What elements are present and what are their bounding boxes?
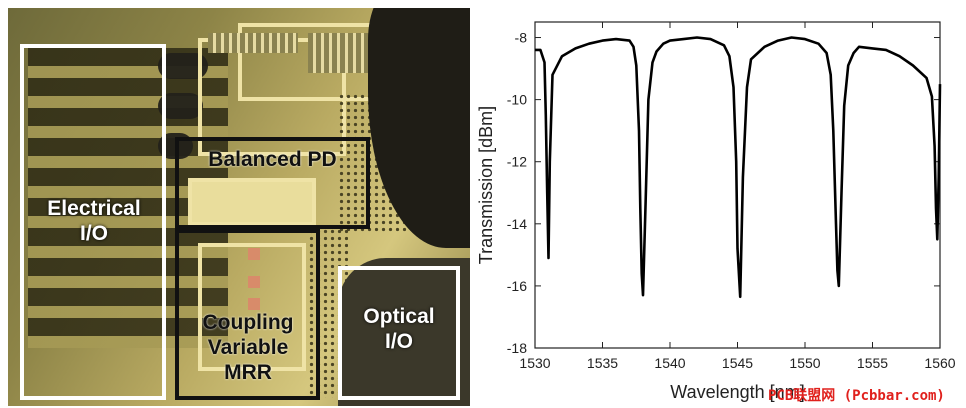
x-tick-label: 1540 <box>654 355 685 371</box>
y-axis-ticks: -18 -16 -14 -12 -10 -8 <box>507 30 940 356</box>
photodiode-pad <box>188 178 316 226</box>
electrical-io-box <box>20 44 166 400</box>
x-tick-label: 1550 <box>789 355 820 371</box>
balanced-pd-box <box>175 137 370 229</box>
coupling-mrr-label: Coupling Variable MRR <box>202 311 294 384</box>
transmission-chart: -18-16-14-12-10-8 1530 1535 1540 1545 1550 15… <box>476 21 956 402</box>
ring-resonator-trace <box>198 243 306 371</box>
chip-micrograph <box>8 8 470 406</box>
heater-element <box>248 248 260 260</box>
y-tick-label: -12 <box>507 154 527 170</box>
heater-element <box>248 298 260 310</box>
x-tick-label: 1560 <box>924 355 955 371</box>
electrical-io-label: Electrical I/O <box>47 197 141 245</box>
y-tick-label: -16 <box>507 278 527 294</box>
y-tick-label: -14 <box>507 216 527 232</box>
x-tick-label: 1555 <box>857 355 888 371</box>
y-tick-label: -8 <box>515 30 528 46</box>
contact-pad-array <box>208 33 298 53</box>
x-tick-label: 1535 <box>587 355 618 371</box>
coupling-mrr-box <box>175 229 320 400</box>
heater-element <box>248 276 260 288</box>
x-axis-ticks: 1530 1535 1540 1545 1550 1555 1560 <box>519 22 956 371</box>
optical-io-box <box>338 266 460 400</box>
x-tick-label: 1545 <box>722 355 753 371</box>
y-axis-title: Transmission [dBm] <box>476 106 496 264</box>
balanced-pd-label: Balanced PD <box>208 148 337 171</box>
y-tick-label: -18 <box>507 340 527 356</box>
transmission-series-line <box>535 36 942 299</box>
series-layer <box>535 36 942 299</box>
x-axis-title: Wavelength [nm] <box>670 382 804 402</box>
optical-fiber-shadow <box>338 258 470 406</box>
y-tick-label: -10 <box>507 92 527 108</box>
x-tick-label: 1530 <box>519 355 550 371</box>
optical-io-label: Optical I/O <box>363 305 435 353</box>
